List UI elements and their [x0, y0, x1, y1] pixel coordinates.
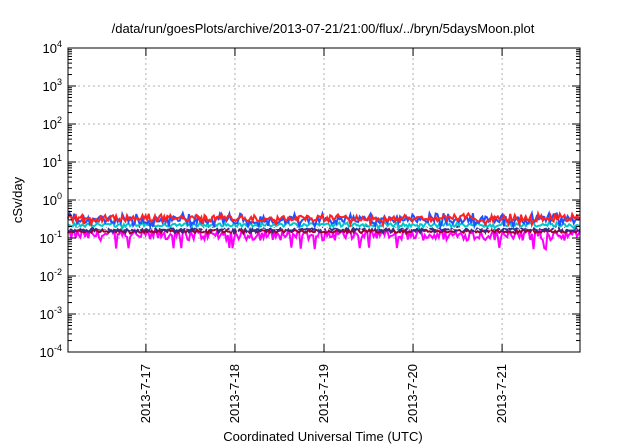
ticks [68, 47, 580, 353]
x-axis-label: Coordinated Universal Time (UTC) [223, 429, 422, 444]
y-tick-label: 10-4 [40, 343, 62, 360]
x-tick-label: 2013-7-18 [227, 364, 242, 423]
y-tick-label: 10-1 [40, 229, 62, 246]
y-tick-label: 101 [43, 153, 62, 170]
data-series [67, 209, 581, 252]
y-tick-label: 104 [43, 39, 62, 56]
grid [68, 48, 580, 352]
x-tick-labels: 2013-7-17 2013-7-18 2013-7-19 2013-7-20 2013… [138, 364, 509, 423]
x-tick-label: 2013-7-21 [494, 364, 509, 423]
chart-title: /data/run/goesPlots/archive/2013-07-21/2… [112, 21, 535, 36]
y-tick-label: 10-2 [40, 267, 62, 284]
y-tick-label: 102 [43, 115, 62, 132]
y-axis-label: cSv/day [10, 176, 25, 223]
x-tick-label: 2013-7-17 [138, 364, 153, 423]
y-tick-label: 10-3 [40, 305, 62, 322]
y-tick-labels: 10-4 10-3 10-2 10-1 100 101 102 103 104 [40, 39, 62, 360]
series-line [67, 209, 581, 229]
series-line [67, 225, 581, 236]
y-tick-label: 103 [43, 77, 62, 94]
x-tick-label: 2013-7-20 [405, 364, 420, 423]
y-tick-label: 100 [43, 191, 62, 208]
x-tick-label: 2013-7-19 [316, 364, 331, 423]
series-line [67, 225, 581, 252]
